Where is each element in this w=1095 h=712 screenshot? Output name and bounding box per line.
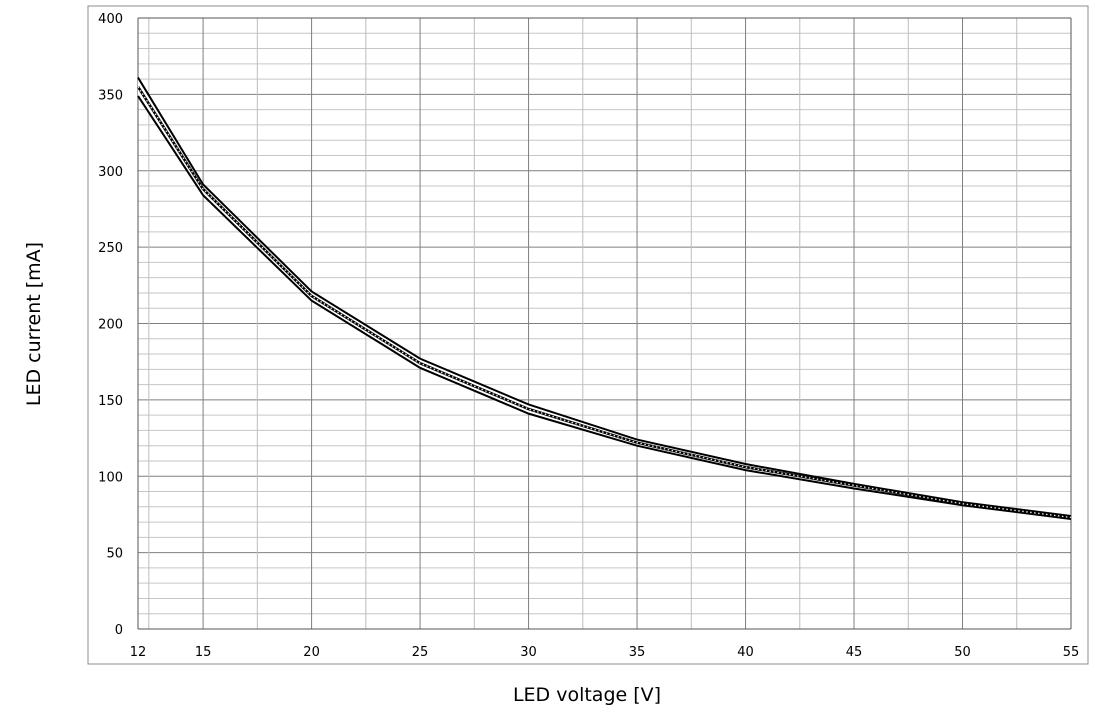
y-tick-label: 50 (106, 547, 123, 562)
series-layer (136, 77, 1072, 521)
x-tick-label: 20 (303, 645, 320, 660)
x-tick-label: 12 (130, 645, 147, 660)
x-tick-label: 25 (412, 645, 429, 660)
y-tick-label: 300 (98, 165, 123, 180)
chart-frame (87, 5, 1089, 665)
y-tick-label: 350 (98, 88, 123, 103)
x-tick-label: 30 (520, 645, 537, 660)
y-axis-title: LED current [mA] (23, 242, 45, 406)
x-tick-labels: 12 15 20 25 30 35 40 45 50 55 (130, 645, 1080, 660)
y-tick-label: 200 (98, 318, 123, 333)
y-tick-label: 400 (98, 12, 123, 27)
x-axis-title: LED voltage [V] (513, 684, 661, 706)
series-upper-line (137, 77, 1072, 517)
series-hatch-upper (137, 86, 1072, 519)
y-tick-labels: 0 50 100 150 200 250 300 350 400 (98, 12, 123, 638)
gridlines (138, 17, 1071, 630)
x-tick-label: 55 (1063, 645, 1080, 660)
y-tick-label: 0 (115, 623, 123, 638)
y-tick-label: 150 (98, 394, 123, 409)
x-tick-label: 40 (737, 645, 754, 660)
series-band (138, 77, 1071, 520)
plot-area-border (137, 17, 1072, 630)
x-tick-label: 50 (954, 645, 971, 660)
x-tick-label: 35 (629, 645, 646, 660)
x-tick-label: 45 (846, 645, 863, 660)
y-tick-label: 100 (98, 470, 123, 485)
series-lower-line (137, 95, 1072, 521)
x-tick-label: 15 (195, 645, 212, 660)
y-tick-label: 250 (98, 241, 123, 256)
